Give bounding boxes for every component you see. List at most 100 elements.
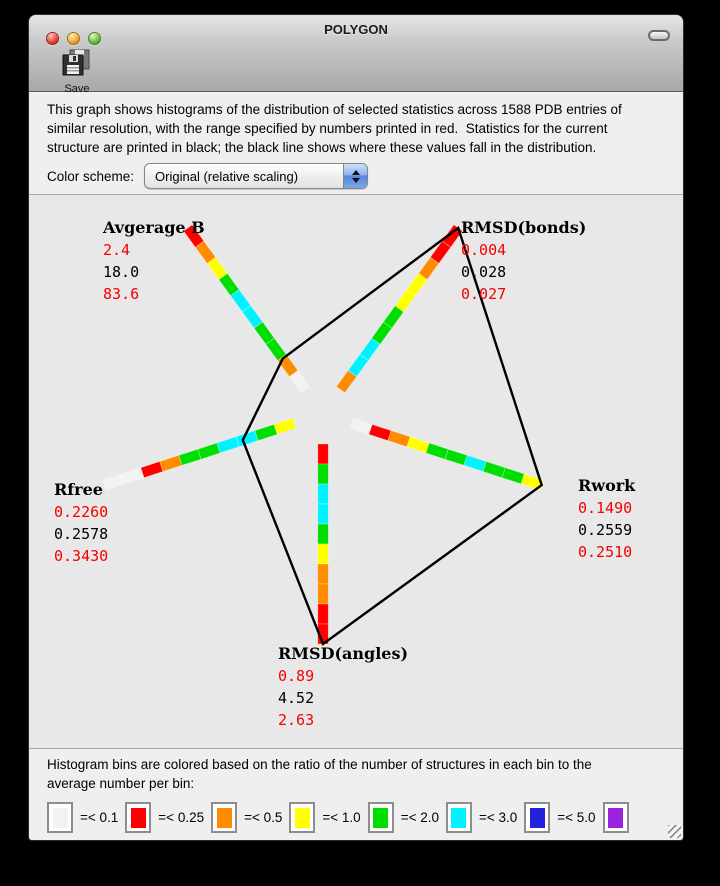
histogram-bin-cyan — [317, 503, 329, 525]
description-text: This graph shows histograms of the distr… — [47, 102, 622, 117]
legend-swatch-color — [130, 807, 146, 828]
axis-title: RMSD(bonds) — [461, 218, 587, 237]
legend-bin-label: =< 1.0 — [322, 810, 361, 825]
histogram-bin-cyan — [216, 436, 240, 454]
axis-max-value: 0.027 — [461, 285, 507, 303]
legend-swatch-green — [367, 802, 394, 833]
legend-swatch-color — [294, 807, 310, 828]
description-panel: This graph shows histograms of the distr… — [29, 92, 683, 195]
axis-current-value: 0.028 — [461, 263, 507, 281]
polygon-plot-panel: Avgerage B 2.4 18.0 83.6 RMSD(bonds) 0.0… — [29, 195, 683, 749]
axis-title: Rwork — [578, 476, 636, 495]
axis-min-value: 0.1490 — [578, 499, 633, 517]
histogram-bin-green — [501, 467, 525, 485]
histogram-bin-orange — [317, 583, 329, 605]
window-header: POLYGON Save — [29, 15, 683, 95]
polygon-window: POLYGON Save This graph shows histograms… — [28, 14, 684, 841]
axis-max-value: 0.3430 — [54, 547, 109, 565]
histogram-bin-white — [102, 473, 126, 491]
color-scheme-label: Color scheme: — [47, 168, 135, 184]
legend-swatch-color — [52, 807, 68, 828]
save-floppy-icon — [61, 49, 93, 81]
histogram-bin-red — [441, 224, 463, 248]
axis-current-value: 0.2559 — [578, 521, 633, 539]
histogram-bin-green — [482, 460, 506, 479]
histogram-bin-orange — [159, 454, 183, 473]
legend-text: average number per bin: — [47, 776, 195, 791]
resize-grip[interactable] — [668, 825, 681, 838]
axis-current-value: 18.0 — [103, 263, 140, 281]
legend-bin-label: =< 5.0 — [557, 810, 596, 825]
histogram-bin-yellow — [273, 417, 297, 435]
legend-swatch-color — [529, 807, 545, 828]
histogram-bin-green — [197, 442, 221, 460]
histogram-bin-yellow — [520, 473, 544, 491]
legend-swatch-color — [608, 807, 624, 828]
histogram-bin-cyan — [317, 483, 329, 505]
axis-min-value: 0.2260 — [54, 503, 109, 521]
axis-max-value: 2.63 — [278, 711, 315, 729]
legend-bin-label: =< 2.0 — [400, 810, 439, 825]
histogram-bin-red — [317, 443, 329, 465]
legend-swatch-yellow — [289, 802, 316, 833]
axis-labels-rfree: Rfree 0.2260 0.2578 0.3430 — [54, 479, 108, 567]
legend-panel: Histogram bins are colored based on the … — [29, 749, 683, 840]
save-button[interactable]: Save — [59, 47, 95, 95]
minimize-button[interactable] — [67, 32, 80, 45]
histogram-bin-yellow — [406, 436, 430, 454]
legend-bin-label: =< 0.5 — [244, 810, 283, 825]
legend-swatch-white — [47, 802, 73, 833]
legend-swatch-color — [373, 807, 389, 828]
axis-labels-rwork: Rwork 0.1490 0.2559 0.2510 — [578, 475, 635, 563]
legend-bin-label: =< 3.0 — [478, 810, 518, 825]
legend-swatch-cyan — [445, 802, 472, 833]
legend-swatch-purple — [602, 802, 629, 833]
legend-swatch-blue — [524, 802, 551, 833]
legend-swatch-orange — [211, 802, 238, 833]
legend-text: Histogram bins are colored based on the … — [47, 757, 592, 772]
histogram-bin-red — [368, 423, 392, 442]
description-text: structure are printed in black; the blac… — [47, 140, 597, 155]
description-text: similar resolution, with the range speci… — [47, 121, 608, 136]
histogram-bin-orange — [317, 563, 329, 585]
axis-max-value: 83.6 — [103, 285, 140, 303]
toolbar-toggle-button[interactable] — [648, 30, 670, 41]
histogram-bin-white — [121, 467, 145, 485]
axis-title: Avgerage B — [103, 218, 205, 237]
traffic-lights — [46, 32, 101, 45]
axis-labels-rmsd-angles: RMSD(angles) 0.89 4.52 2.63 — [278, 643, 408, 731]
axis-labels-avgerage-b: Avgerage B 2.4 18.0 83.6 — [103, 217, 205, 305]
polygon-plot-svg — [102, 224, 544, 646]
window-title: POLYGON — [324, 22, 388, 37]
histogram-bin-green — [178, 448, 202, 466]
axis-title: Rfree — [54, 480, 103, 499]
legend-bin-label: =< 0.25 — [158, 810, 205, 825]
histogram-bin-cyan — [463, 454, 487, 473]
histogram-bin-yellow — [317, 543, 329, 565]
legend-bin-label: =< 0.1 — [80, 810, 119, 825]
histogram-bin-green — [317, 463, 329, 485]
histogram-bin-orange — [387, 430, 411, 448]
axis-min-value: 0.89 — [278, 667, 315, 685]
zoom-button[interactable] — [88, 32, 101, 45]
dropdown-stepper-icon — [343, 164, 368, 188]
legend-swatch-red — [125, 802, 152, 833]
axis-min-value: 2.4 — [103, 241, 131, 259]
save-button-label: Save — [64, 83, 90, 95]
legend-swatch-color — [216, 807, 232, 828]
axis-labels-rmsd-bonds: RMSD(bonds) 0.004 0.028 0.027 — [461, 217, 586, 305]
axis-current-value: 4.52 — [278, 689, 315, 707]
axis-current-value: 0.2578 — [54, 525, 109, 543]
histogram-bin-red — [140, 460, 164, 479]
axis-max-value: 0.2510 — [578, 543, 633, 561]
histogram-bin-white — [349, 417, 373, 435]
histogram-bin-red — [183, 224, 205, 248]
histogram-bin-green — [444, 448, 468, 466]
close-button[interactable] — [46, 32, 59, 45]
legend-swatch-row: =< 0.1 =< 0.25 =< 0.5 =< 1.0 =< 2.0 =< 3.0 =< … — [47, 802, 683, 833]
axis-title: RMSD(angles) — [278, 644, 409, 663]
histogram-bin-green — [317, 523, 329, 545]
color-scheme-dropdown[interactable]: Original (relative scaling) — [144, 163, 369, 189]
histogram-bin-green — [425, 442, 449, 460]
legend-swatch-color — [451, 807, 467, 828]
